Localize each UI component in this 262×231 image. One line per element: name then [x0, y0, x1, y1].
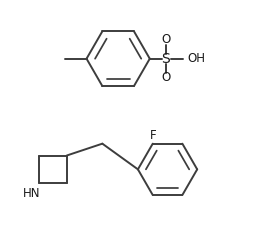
Text: O: O [161, 33, 170, 46]
Text: O: O [161, 71, 170, 84]
Text: S: S [161, 52, 170, 66]
Text: F: F [149, 129, 156, 142]
Text: HN: HN [23, 187, 40, 200]
Text: OH: OH [187, 52, 205, 65]
